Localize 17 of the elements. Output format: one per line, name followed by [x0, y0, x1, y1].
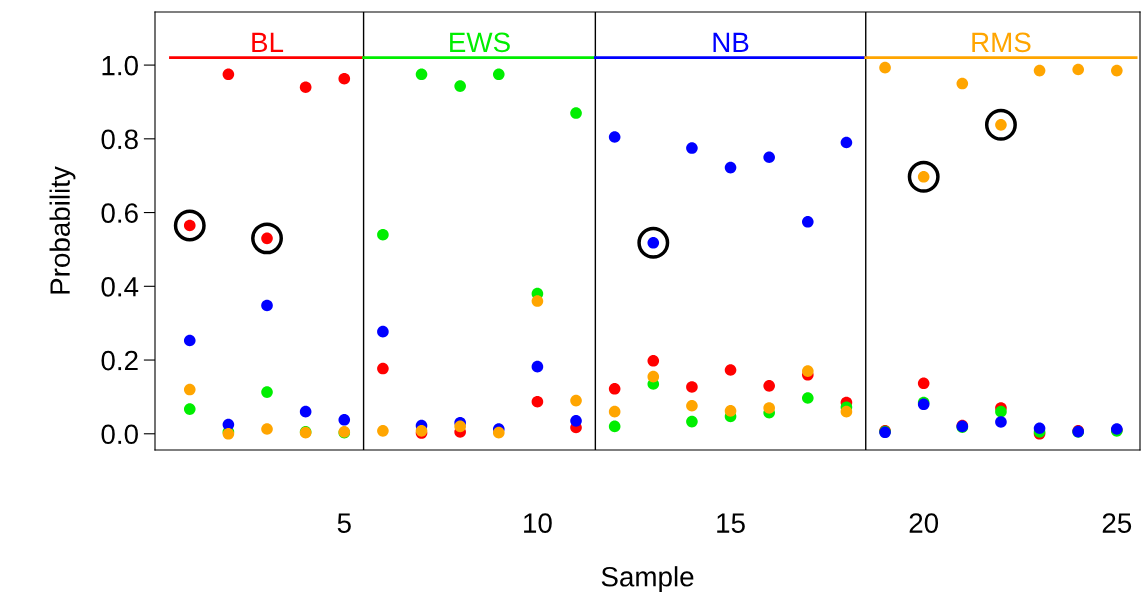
y-axis-title: Probability — [49, 166, 76, 294]
x-tick-label: 10 — [524, 513, 552, 533]
y-tick-label: 1.0 — [102, 55, 138, 76]
y-tick-label: 0.2 — [101, 350, 138, 371]
x-tick-label: 25 — [1102, 513, 1132, 533]
x-tick-label: 15 — [717, 513, 745, 533]
x-tick-label: 20 — [909, 513, 939, 533]
y-tick-label: 0.0 — [101, 424, 138, 445]
y-tick-label: 0.4 — [101, 276, 139, 297]
x-axis-title: Sample — [601, 566, 694, 593]
y-tick-label: 0.8 — [101, 129, 138, 150]
series-label: RMS — [972, 32, 1031, 53]
y-tick-label: 0.6 — [101, 203, 138, 223]
series-label: BL — [252, 32, 284, 52]
x-tick-label: 5 — [337, 513, 351, 533]
series-label: EWS — [450, 32, 510, 53]
series-label: NB — [713, 32, 749, 52]
